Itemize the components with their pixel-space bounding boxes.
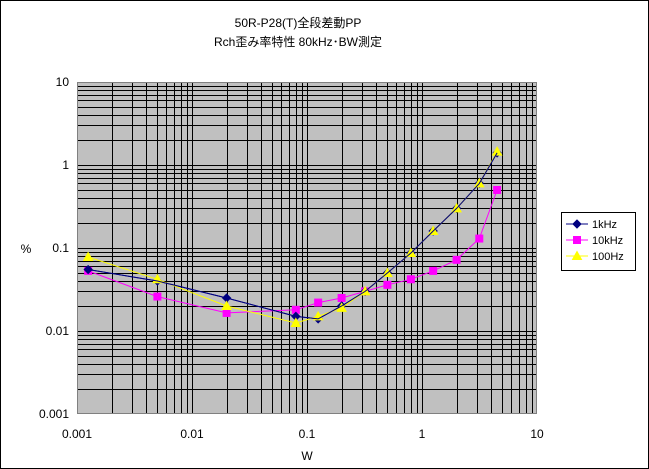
legend-item-10kHz: 10kHz: [566, 235, 623, 247]
data-point-marker: [491, 146, 503, 156]
gridlines: [77, 82, 537, 414]
data-point-marker: [406, 275, 415, 284]
y-tick-label: 1: [62, 158, 69, 172]
x-tick-label: 0.001: [62, 427, 92, 441]
y-tick-label: 10: [56, 75, 70, 89]
plot-area: 0.001 0.01 0.1 1 10 0.001 0.01 0.1 1 10: [39, 75, 544, 441]
legend-item-100Hz: 100Hz: [566, 250, 624, 263]
data-point-marker: [572, 219, 582, 229]
series-1kHz-overlay: [88, 152, 498, 320]
data-point-marker: [452, 255, 461, 264]
data-point-marker: [429, 266, 438, 275]
y-tick-label: 0.1: [52, 241, 69, 255]
data-point-marker: [475, 234, 484, 243]
y-axis-label: %: [21, 242, 32, 256]
data-point-marker: [573, 236, 581, 244]
x-tick-label: 10: [530, 427, 544, 441]
series-line: [88, 152, 498, 320]
chart-subtitle: Rch歪み率特性 80kHz･BW測定: [214, 34, 382, 49]
data-point-marker: [383, 280, 392, 289]
legend-item-1kHz: 1kHz: [566, 219, 617, 231]
x-tick-label: 1: [419, 427, 426, 441]
data-point-marker: [571, 250, 583, 260]
data-point-marker: [493, 185, 502, 194]
plot-border: [77, 82, 537, 414]
data-point-marker: [82, 251, 94, 261]
data-point-marker: [221, 300, 232, 311]
data-point-marker: [337, 293, 346, 302]
chart-title: 50R-P28(T)全段差動PP: [235, 15, 362, 30]
data-point-marker: [222, 308, 231, 317]
x-axis-label: W: [301, 449, 313, 463]
legend-label: 10kHz: [592, 235, 623, 247]
y-tick-label: 0.001: [39, 407, 69, 421]
legend: 1kHz 10kHz 100Hz: [561, 212, 636, 271]
data-point-marker: [153, 292, 162, 301]
x-tick-label: 0.01: [180, 427, 204, 441]
y-tick-label: 0.01: [46, 324, 70, 338]
x-tick-label: 0.1: [299, 427, 316, 441]
legend-label: 1kHz: [592, 219, 617, 231]
legend-label: 100Hz: [592, 251, 624, 263]
data-point-marker: [314, 298, 323, 307]
data-point-marker: [290, 317, 302, 327]
